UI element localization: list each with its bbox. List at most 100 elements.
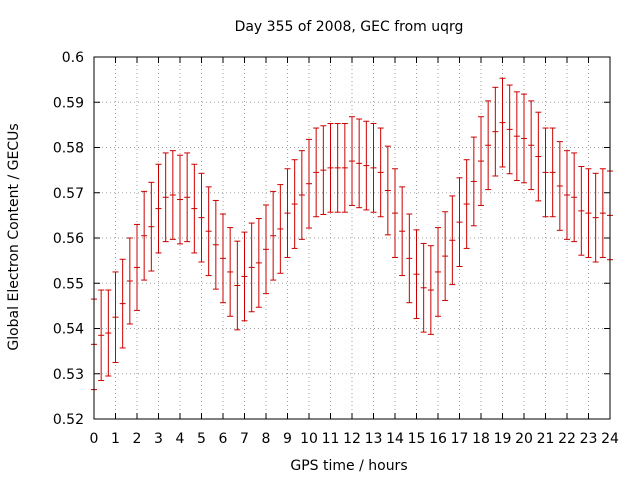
x-tick-label: 13	[365, 431, 383, 447]
error-bar	[427, 245, 434, 335]
x-tick-label: 8	[262, 431, 271, 447]
error-bar	[234, 240, 241, 331]
x-tick-label: 12	[343, 431, 361, 447]
error-bar	[284, 168, 291, 258]
error-bar	[463, 159, 470, 249]
error-bar	[506, 84, 513, 175]
error-bar	[248, 222, 255, 313]
x-tick-label: 2	[133, 431, 142, 447]
error-bar	[571, 152, 578, 243]
x-tick-label: 22	[558, 431, 576, 447]
x-axis-label: GPS time / hours	[290, 458, 407, 474]
error-bar	[126, 237, 133, 325]
error-bar	[599, 168, 606, 258]
y-axis-label: Global Electron Content / GECUs	[6, 123, 22, 350]
x-tick-label: 17	[451, 431, 469, 447]
error-bar	[499, 77, 506, 168]
x-tick-label: 6	[219, 431, 228, 447]
y-tick-label: 0.6	[62, 50, 84, 66]
error-bar	[413, 229, 420, 320]
x-tick-label: 4	[176, 431, 185, 447]
error-bar	[542, 127, 549, 218]
x-tick-label: 21	[537, 431, 555, 447]
error-bar	[320, 125, 327, 215]
error-bar	[227, 227, 234, 317]
y-tick-label: 0.59	[53, 95, 84, 111]
error-bar	[492, 86, 499, 177]
error-bar	[392, 168, 398, 258]
error-bar	[513, 91, 520, 182]
error-bar	[134, 223, 140, 311]
error-bar	[535, 111, 542, 202]
y-tick-label: 0.54	[53, 322, 84, 338]
error-bar	[169, 150, 176, 240]
x-tick-label: 10	[300, 431, 318, 447]
error-bar	[327, 123, 334, 213]
x-tick-label: 9	[283, 431, 292, 447]
error-bar	[363, 120, 370, 211]
x-tick-label: 7	[240, 431, 249, 447]
x-tick-label: 15	[408, 431, 426, 447]
error-bar	[263, 204, 269, 295]
error-bar	[291, 159, 298, 249]
error-bar	[528, 100, 535, 191]
x-tick-label: 23	[580, 431, 598, 447]
error-bar	[578, 166, 585, 256]
error-bar	[98, 289, 105, 382]
x-tick-labels: 0 1 2 3 4 5 6 7 8 9 10 11 12 13 14 15 16 17 18 19 20 21 22 23 24	[90, 431, 619, 447]
error-bar	[564, 150, 570, 240]
error-bar	[435, 227, 441, 317]
x-tick-label: 20	[515, 431, 533, 447]
x-tick-label: 19	[494, 431, 512, 447]
axis-ticks	[93, 56, 611, 420]
error-bar	[241, 231, 248, 322]
y-tick-label: 0.56	[53, 231, 84, 247]
error-bar	[349, 116, 355, 206]
error-bar	[521, 93, 527, 184]
x-tick-label: 16	[429, 431, 447, 447]
x-tick-label: 24	[601, 431, 619, 447]
y-tick-labels: 0.52 0.53 0.54 0.55 0.56 0.57 0.58 0.59 0.6	[53, 50, 84, 428]
error-bar	[255, 218, 262, 308]
error-bars	[91, 77, 613, 391]
y-tick-label: 0.57	[53, 186, 84, 202]
error-bar	[341, 123, 348, 213]
error-bar	[549, 127, 556, 218]
error-bar	[177, 154, 183, 245]
error-bar	[334, 123, 341, 213]
x-tick-label: 5	[197, 431, 206, 447]
chart-title: Day 355 of 2008, GEC from uqrg	[235, 19, 464, 35]
error-bar	[119, 258, 126, 349]
error-bar	[556, 141, 563, 231]
error-bar	[456, 177, 463, 268]
error-bar	[220, 213, 226, 304]
error-bar	[485, 100, 492, 191]
error-bar	[112, 271, 119, 363]
error-bar	[356, 118, 363, 209]
error-bar	[162, 152, 169, 243]
error-bar	[399, 186, 406, 277]
error-bar	[592, 172, 599, 263]
y-tick-label: 0.58	[53, 141, 84, 157]
error-bar	[313, 127, 320, 218]
error-bar	[470, 136, 477, 227]
error-bar	[298, 150, 305, 240]
error-bar	[212, 199, 219, 290]
error-bar	[370, 123, 377, 213]
x-tick-label: 1	[111, 431, 120, 447]
x-tick-label: 14	[386, 431, 404, 447]
error-bar	[420, 242, 427, 333]
error-bar	[270, 190, 277, 281]
error-bar	[205, 186, 212, 277]
x-tick-label: 3	[154, 431, 163, 447]
error-bar	[449, 195, 456, 286]
error-bar	[198, 172, 205, 263]
error-bar	[141, 190, 148, 281]
y-tick-label: 0.55	[53, 276, 84, 292]
y-tick-label: 0.53	[53, 367, 84, 383]
error-bar	[105, 289, 112, 377]
error-bar	[148, 181, 155, 272]
grid-lines	[94, 57, 610, 419]
x-tick-label: 0	[90, 431, 99, 447]
